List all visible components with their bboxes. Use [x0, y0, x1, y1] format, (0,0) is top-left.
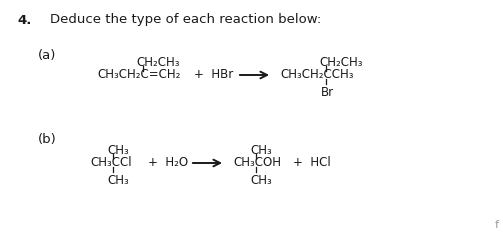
- Text: CH₂CH₃: CH₂CH₃: [136, 55, 180, 69]
- Text: CH₃: CH₃: [107, 144, 129, 157]
- Text: CH₃: CH₃: [250, 144, 272, 157]
- Text: Deduce the type of each reaction below:: Deduce the type of each reaction below:: [50, 14, 321, 27]
- Text: (b): (b): [38, 134, 57, 147]
- Text: CH₃COH: CH₃COH: [233, 157, 281, 169]
- Text: (a): (a): [38, 48, 56, 62]
- Text: CH₃: CH₃: [107, 174, 129, 186]
- Text: +  HBr: + HBr: [194, 69, 233, 82]
- Text: CH₃CH₂C=CH₂: CH₃CH₂C=CH₂: [97, 69, 181, 82]
- Text: +  H₂O: + H₂O: [148, 157, 188, 169]
- Text: 4.: 4.: [17, 14, 31, 27]
- Text: CH₃CH₂CCH₃: CH₃CH₂CCH₃: [280, 69, 354, 82]
- Text: CH₂CH₃: CH₂CH₃: [319, 55, 363, 69]
- Text: +  HCl: + HCl: [293, 157, 331, 169]
- Text: CH₃CCl: CH₃CCl: [90, 157, 132, 169]
- Text: f: f: [495, 220, 499, 230]
- Text: CH₃: CH₃: [250, 174, 272, 186]
- Text: Br: Br: [321, 86, 334, 99]
